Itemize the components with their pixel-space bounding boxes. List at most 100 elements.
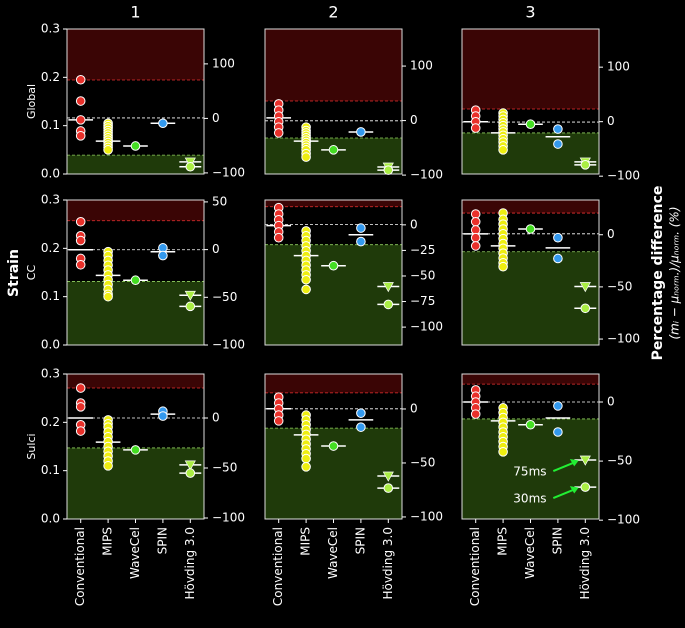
point [75,383,86,393]
triangle-point [382,282,394,293]
point [158,118,168,129]
y2-tick-label: 0 [607,395,615,409]
y2-tick-label: −50 [607,454,632,468]
y2-tick-label: −100 [212,165,245,179]
plot-frame [461,199,600,346]
point [328,260,339,271]
point [383,483,394,493]
point [273,416,284,426]
point [301,284,311,295]
x-tick-label: Hövding 3.0 [183,527,197,600]
annotation: 30ms [513,492,546,506]
point [525,419,536,430]
annotation-arrow [552,488,576,500]
upper-region [462,374,599,385]
point [356,127,366,137]
y2-tick-label: −50 [607,279,632,293]
point [525,224,536,234]
point [158,250,168,261]
lower-region [462,418,599,519]
upper-region [67,29,204,80]
point [470,409,481,419]
triangle-point [184,290,196,301]
x-tick-label: Hövding 3.0 [578,527,592,600]
y2-tick-label: −100 [410,168,443,182]
upper-region [462,200,599,214]
point [470,216,481,227]
point [103,145,113,155]
y2-tick-label: 0 [212,111,220,125]
plot-frame [66,199,205,346]
point [383,299,394,310]
x-tick-label: WaveCel [128,527,142,579]
annotation: 75ms [513,465,546,479]
annotation-arrowhead [569,459,579,467]
x-tick-label: SPIN [353,527,367,554]
y2-axis-title: Percentage difference [650,186,666,361]
column-title: 1 [130,3,140,22]
y2-tick-label: 0 [212,242,220,256]
x-tick-label: MIPS [101,527,115,556]
lower-region [462,132,599,174]
x-tick-label: MIPS [299,527,313,556]
point [553,139,563,149]
plot-frame [66,28,205,175]
point [130,141,141,151]
point [75,96,86,106]
y2-tick-label: 0 [410,113,418,127]
y2-tick-label: −100 [212,511,245,525]
y-tick-label: 0.1 [41,463,60,477]
x-tick-label: WaveCel [326,527,340,579]
plot-frame [264,28,403,175]
y2-tick-label: 0 [607,114,615,128]
triangle-point [579,282,591,293]
x-tick-label: Conventional [468,527,482,606]
row-label: Sulci [25,433,38,459]
y2-tick-label: 100 [212,56,235,70]
y2-tick-label: −100 [212,338,245,352]
column-title: 3 [525,3,535,22]
upper-region [462,29,599,109]
point [470,123,481,133]
y-axis-title: Strain [6,249,22,297]
point [525,119,536,130]
y2-tick-label: 100 [607,60,630,74]
y2-axis-formula: (mᵢ − μₙₒᵣₘ.)/μₙₒᵣₘ. (%) [668,206,682,339]
point [75,216,86,227]
point [328,145,339,155]
y-tick-label: 0.1 [41,289,60,303]
annotation-arrow [552,461,576,472]
plot-frame [264,199,403,346]
y2-tick-label: −25 [410,243,435,257]
point [356,422,366,432]
point [553,124,563,134]
point [470,232,481,243]
point [553,232,563,243]
y2-tick-label: 100 [410,59,433,73]
x-tick-label: MIPS [496,527,510,556]
y-tick-label: 0.3 [41,367,60,381]
y-tick-label: 0.2 [41,70,60,84]
y2-tick-label: 0 [410,217,418,231]
point [356,223,366,233]
y2-tick-label: 0 [212,411,220,425]
point [553,427,563,437]
point [356,408,366,418]
point [301,462,311,472]
y-tick-label: 0.0 [41,167,60,181]
point [553,253,563,264]
point [185,468,196,478]
point [553,401,563,411]
row-label: CC [25,265,38,281]
point [498,145,508,155]
lower-region [67,155,204,174]
point [301,274,311,285]
y2-tick-label: −75 [410,294,435,308]
point [185,301,196,312]
column-title: 2 [328,3,338,22]
point [383,165,394,175]
point [103,291,113,302]
point [75,259,86,270]
point [580,482,591,492]
lower-region [67,447,204,519]
